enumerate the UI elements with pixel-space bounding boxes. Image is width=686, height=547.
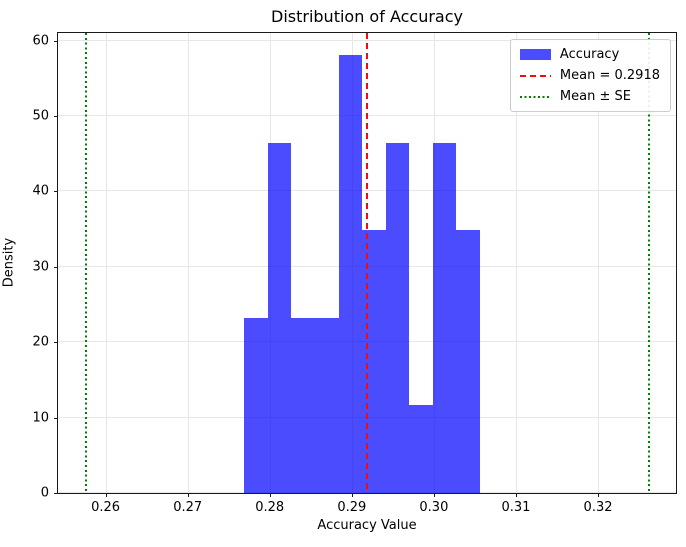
legend-label: Accuracy — [559, 47, 620, 62]
y-tick-label: 0 — [40, 485, 49, 501]
histogram-bar — [456, 230, 480, 493]
x-tick-label: 0.32 — [583, 500, 613, 515]
x-tick-label: 0.30 — [419, 500, 449, 515]
gridline-vertical — [187, 33, 189, 493]
legend-swatch-dashed-icon — [519, 74, 551, 77]
legend-label: Mean = 0.2918 — [559, 68, 660, 83]
legend-item: Accuracy — [519, 47, 660, 62]
x-tick-mark — [269, 493, 271, 497]
y-tick-mark — [54, 342, 58, 344]
histogram-bar — [314, 317, 339, 493]
y-tick-label: 10 — [32, 410, 49, 426]
se-line — [648, 33, 650, 493]
histogram-bar — [291, 317, 315, 493]
y-axis-label: Density — [1, 237, 17, 288]
y-tick-label: 40 — [32, 183, 49, 199]
x-tick-label: 0.29 — [337, 500, 367, 515]
gridline-vertical — [598, 33, 600, 493]
y-tick-label: 60 — [32, 33, 49, 49]
histogram-bar — [362, 230, 386, 493]
y-tick-label: 30 — [32, 259, 49, 275]
y-tick-mark — [54, 417, 58, 419]
y-tick-label: 50 — [32, 108, 49, 124]
x-tick-mark — [433, 493, 435, 497]
y-tick-mark — [54, 191, 58, 193]
y-tick-mark — [54, 40, 58, 42]
gridline-vertical — [105, 33, 107, 493]
histogram-bar — [244, 317, 268, 493]
x-tick-label: 0.27 — [173, 500, 203, 515]
y-tick-mark — [54, 266, 58, 268]
x-tick-mark — [351, 493, 353, 497]
histogram-bar — [432, 142, 457, 493]
legend-swatch-patch-icon — [519, 49, 551, 60]
mean-line — [365, 33, 368, 493]
histogram-bar — [267, 142, 292, 493]
x-tick-label: 0.28 — [255, 500, 285, 515]
se-line — [85, 33, 87, 493]
legend-swatch-dotted-icon — [519, 95, 551, 98]
legend: Accuracy Mean = 0.2918 Mean ± SE — [509, 39, 671, 112]
legend-label: Mean ± SE — [559, 89, 631, 104]
histogram-bar — [385, 142, 410, 493]
chart-title: Distribution of Accuracy — [271, 7, 463, 26]
y-tick-mark — [54, 493, 58, 494]
x-tick-mark — [515, 493, 517, 497]
y-tick-mark — [54, 115, 58, 117]
x-tick-label: 0.26 — [91, 500, 121, 515]
legend-item: Mean = 0.2918 — [519, 68, 660, 83]
legend-item: Mean ± SE — [519, 89, 660, 104]
x-tick-mark — [187, 493, 189, 497]
x-tick-label: 0.31 — [501, 500, 531, 515]
x-tick-mark — [598, 493, 600, 497]
histogram-bar — [338, 55, 363, 493]
gridline-vertical — [515, 33, 517, 493]
y-tick-label: 20 — [32, 334, 49, 350]
histogram-bar — [409, 405, 433, 493]
plot-area: 0.26 0.27 0.28 0.29 0.30 0.31 0.32 0 10 20 30 40 50 6… — [32, 32, 677, 515]
x-axis-label: Accuracy Value — [317, 518, 417, 533]
x-tick-mark — [105, 493, 107, 497]
